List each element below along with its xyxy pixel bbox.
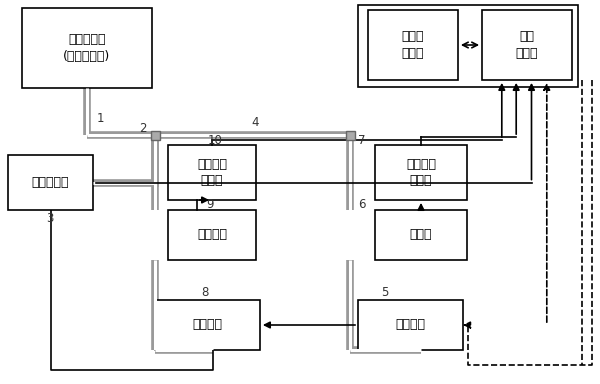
Text: 7: 7 [358,134,366,147]
Bar [368,10,458,80]
Text: 2: 2 [139,121,147,134]
Bar [22,8,152,88]
Text: 压力传感器: 压力传感器 [32,176,69,189]
Bar [358,5,578,87]
Text: 穿刺针针座
(患者连接处): 穿刺针针座 (患者连接处) [64,33,110,63]
Text: 运动
控制卡: 运动 控制卡 [516,30,538,60]
Text: 1: 1 [96,111,104,124]
Bar [346,131,355,139]
Bar [168,145,256,200]
Text: 6: 6 [358,199,366,212]
Text: 4: 4 [251,116,259,129]
Bar [375,145,467,200]
Text: 一体化
计算机: 一体化 计算机 [402,30,424,60]
Text: 置换装置: 置换装置 [193,318,223,331]
Bar [375,210,467,260]
Bar [482,10,572,80]
Text: 引流称重
传感器: 引流称重 传感器 [406,157,436,187]
Text: 引流装置: 引流装置 [395,318,425,331]
Text: 治疗液瓶: 治疗液瓶 [197,228,227,242]
Bar [8,155,93,210]
Text: 5: 5 [382,285,389,298]
Bar [168,210,256,260]
Text: 3: 3 [46,212,53,225]
Text: 废液瓶: 废液瓶 [410,228,432,242]
Text: 9: 9 [206,199,214,212]
Text: 置换称重
传感器: 置换称重 传感器 [197,157,227,187]
Bar [358,300,463,350]
Text: 8: 8 [202,285,209,298]
Bar [151,131,160,139]
Text: 10: 10 [208,134,223,147]
Bar [155,300,260,350]
